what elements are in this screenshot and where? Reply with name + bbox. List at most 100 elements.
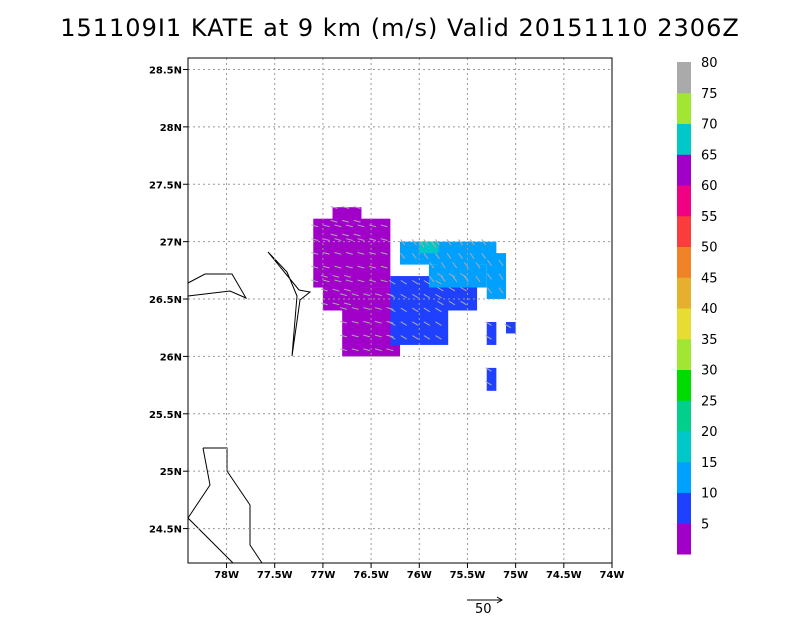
wind-vector-2 xyxy=(311,251,319,255)
wind-vector-52 xyxy=(374,320,382,324)
wind-vector-75 xyxy=(353,233,361,237)
x-tick-label-0: 78W xyxy=(214,570,239,581)
wind-vector-120 xyxy=(411,239,417,246)
wind-vector-54 xyxy=(374,293,382,297)
wind-vector-84 xyxy=(400,321,408,326)
wind-vector-55 xyxy=(386,348,394,352)
coastline-abaco-east xyxy=(267,251,312,357)
wind-vector-36 xyxy=(340,334,348,338)
wind-vector-0 xyxy=(311,279,319,283)
wind-vector-101 xyxy=(435,293,442,299)
x-tick-label-4: 76W xyxy=(407,570,432,581)
wind-vector-70 xyxy=(330,219,338,223)
wind-vector-28 xyxy=(369,238,377,241)
wind-vector-field xyxy=(311,206,512,386)
speed-block-10-2 xyxy=(486,321,497,345)
colorbar-swatch-1 xyxy=(677,492,691,524)
colorbar-label-5: 30 xyxy=(701,364,718,379)
wind-vector-96 xyxy=(423,293,431,299)
wind-vector-138 xyxy=(452,262,458,269)
colorbar-label-3: 20 xyxy=(701,425,718,440)
x-tick-label-6: 75W xyxy=(503,570,528,581)
wind-vector-18 xyxy=(345,238,353,241)
wind-vector-100 xyxy=(435,307,442,313)
colorbar-label-15: 80 xyxy=(701,56,718,71)
x-tick-label-7: 74.5W xyxy=(546,570,582,581)
wind-vector-46 xyxy=(363,334,371,338)
colorbar: 5 10 15 20 25 30 35 40 45 50 55 60 65 70 75 80 xyxy=(677,56,718,555)
wind-vector-99 xyxy=(435,321,442,326)
wind-vector-8 xyxy=(322,238,330,241)
wind-vector-51 xyxy=(374,334,382,338)
x-tick-label-2: 77W xyxy=(310,570,335,581)
wind-vector-32 xyxy=(380,251,388,255)
colorbar-swatch-15 xyxy=(677,62,691,94)
wind-vector-86 xyxy=(400,293,408,299)
colorbar-swatch-3 xyxy=(677,431,691,463)
wind-vector-14 xyxy=(334,224,342,228)
wind-vector-134 xyxy=(429,262,435,269)
y-tick-label-7: 28N xyxy=(160,123,182,134)
wind-vector-121 xyxy=(423,252,429,260)
coastline-andros-west xyxy=(187,447,234,564)
wind-vector-150 xyxy=(431,241,437,248)
wind-vector-19 xyxy=(345,224,353,228)
colorbar-label-14: 75 xyxy=(701,87,718,102)
colorbar-swatch-4 xyxy=(677,400,691,432)
wind-vector-64 xyxy=(332,288,340,292)
wind-vector-12 xyxy=(334,251,342,255)
wind-vector-137 xyxy=(452,275,458,283)
colorbar-label-7: 40 xyxy=(701,302,718,317)
speed-block-15-1 xyxy=(428,264,487,288)
y-tick-label-4: 26.5N xyxy=(149,295,182,306)
colorbar-label-10: 55 xyxy=(701,210,718,225)
chart-title: 151109I1 KATE at 9 km (m/s) Valid 201511… xyxy=(60,14,740,42)
colorbar-label-13: 70 xyxy=(701,118,718,133)
wind-vector-6 xyxy=(322,265,330,269)
wind-vector-39 xyxy=(340,293,348,297)
wind-vector-149 xyxy=(419,241,425,248)
wind-vector-141 xyxy=(475,275,481,283)
wind-vector-125 xyxy=(446,252,452,260)
wind-vector-79 xyxy=(388,321,396,326)
wind-vector-129 xyxy=(469,252,475,260)
y-tick-label-1: 25N xyxy=(160,467,182,478)
colorbar-swatch-2 xyxy=(677,461,691,493)
wind-vector-27 xyxy=(369,251,377,255)
wind-vector-103 xyxy=(437,300,444,306)
wind-vector-93 xyxy=(423,335,431,340)
wind-vector-88 xyxy=(412,335,419,340)
wind-vector-135 xyxy=(440,275,446,283)
colorbar-swatch-12 xyxy=(677,154,691,186)
coastline-andros xyxy=(203,447,263,564)
wind-vector-66 xyxy=(343,302,351,306)
wind-vector-1 xyxy=(311,265,319,269)
wind-vector-87 xyxy=(400,280,408,285)
wind-vector-118 xyxy=(400,239,406,246)
wind-vector-148 xyxy=(498,259,504,267)
colorbar-swatch-7 xyxy=(677,308,691,340)
wind-vector-94 xyxy=(423,321,431,326)
wind-vector-142 xyxy=(475,262,481,269)
plot-frame xyxy=(187,57,613,564)
wind-vector-81 xyxy=(388,293,396,299)
wind-vector-11 xyxy=(334,265,342,269)
colorbar-swatch-14 xyxy=(677,92,691,124)
y-tick-label-0: 24.5N xyxy=(149,525,182,536)
wind-vector-109 xyxy=(460,300,467,306)
wind-vector-108 xyxy=(448,273,456,278)
wind-vector-105 xyxy=(437,273,444,278)
wind-vector-116 xyxy=(485,367,492,372)
colorbar-swatch-5 xyxy=(677,369,691,401)
wind-vector-78 xyxy=(388,335,396,340)
wind-vector-97 xyxy=(423,280,431,285)
wind-vector-85 xyxy=(400,307,408,313)
wind-vector-21 xyxy=(357,265,365,269)
wind-vector-117 xyxy=(400,252,406,260)
wind-vector-131 xyxy=(481,252,487,260)
reference-arrowhead xyxy=(496,596,503,604)
wind-vector-41 xyxy=(351,334,359,338)
wind-vector-45 xyxy=(363,348,371,352)
wind-vector-13 xyxy=(334,238,342,241)
wind-vector-77 xyxy=(353,206,361,209)
